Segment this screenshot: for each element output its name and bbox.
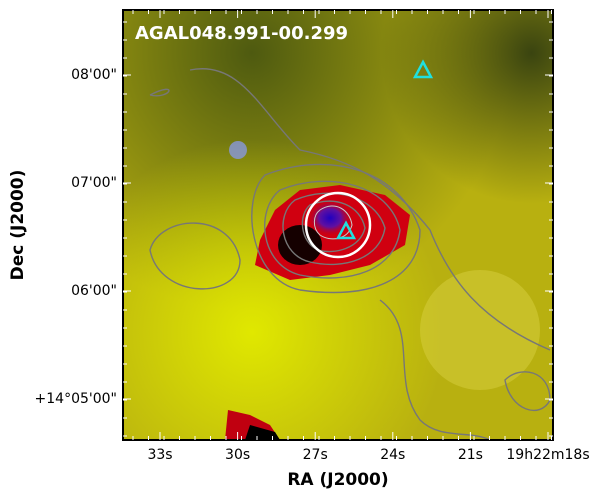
x-tick-label: 24s (380, 447, 405, 463)
x-tick-label: 33s (147, 447, 172, 463)
tick-marks (123, 10, 553, 440)
x-tick-label: 27s (303, 447, 328, 463)
frame (122, 9, 554, 441)
source-label: AGAL048.991-00.299 (135, 23, 348, 44)
y-tick-label: 06'00" (71, 283, 117, 299)
y-tick-label: 08'00" (71, 67, 117, 83)
y-tick-label: +14°05'00" (35, 391, 117, 407)
x-axis-label: RA (J2000) (287, 470, 388, 490)
x-tick-label: 21s (458, 447, 483, 463)
y-tick-label: 07'00" (71, 175, 117, 191)
sky-image (123, 10, 553, 440)
x-tick-label: 30s (225, 447, 250, 463)
x-tick-label: 19h22m18s (506, 447, 589, 463)
y-axis-label: Dec (J2000) (8, 170, 28, 281)
